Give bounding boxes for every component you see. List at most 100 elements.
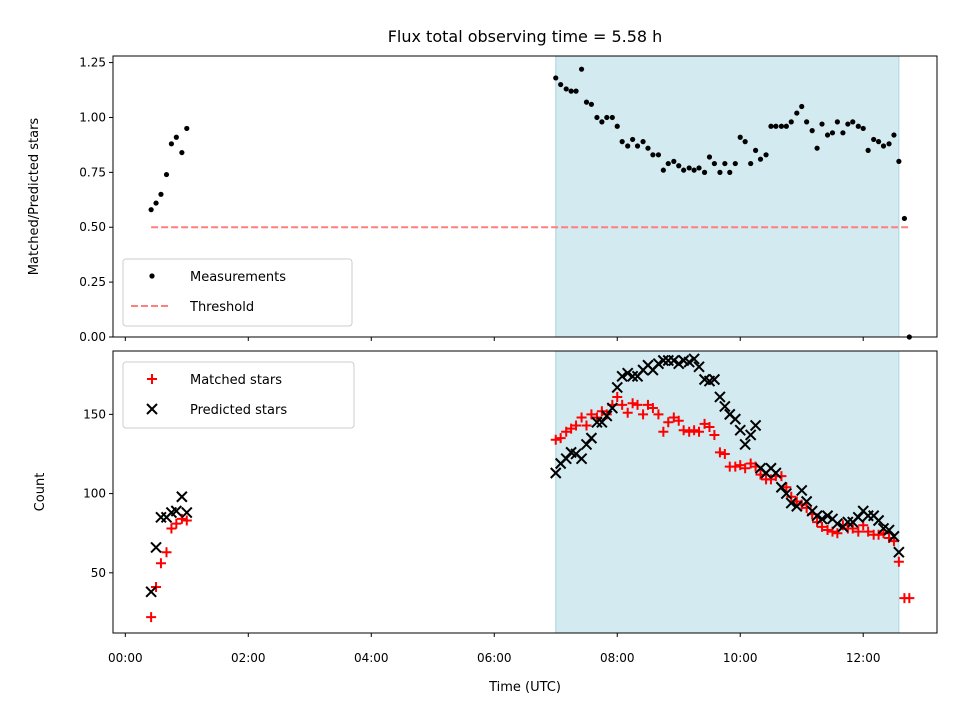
data-point: [701, 169, 708, 175]
data-point: [770, 467, 782, 479]
data-point: [599, 119, 605, 125]
axes-frame: [112, 350, 938, 634]
data-point: [173, 134, 179, 140]
legend-label: Measurements: [190, 270, 286, 285]
data-point: [626, 370, 639, 383]
data-point: [817, 521, 828, 532]
data-point: [811, 510, 823, 522]
data-point: [575, 453, 588, 465]
data-point: [834, 119, 840, 125]
data-point: [853, 526, 864, 537]
observing-span: [555, 350, 900, 634]
data-point: [150, 541, 162, 554]
data-point: [711, 160, 717, 167]
data-point: [581, 420, 592, 431]
data-point: [158, 191, 164, 197]
data-point: [785, 497, 797, 509]
data-point: [625, 143, 631, 149]
data-point: [708, 373, 721, 386]
data-point: [822, 525, 833, 536]
data-point: [583, 99, 590, 105]
data-point: [665, 160, 671, 167]
data-point: [691, 167, 697, 173]
data-point: [768, 123, 774, 129]
data-point: [578, 66, 585, 72]
data-point: [632, 399, 643, 410]
data-point: [558, 81, 564, 88]
data-point: [563, 86, 569, 92]
data-point: [855, 123, 861, 129]
data-point: [812, 517, 823, 528]
data-point: [171, 518, 182, 529]
data-point: [709, 429, 720, 440]
data-point: [875, 139, 882, 145]
data-point: [757, 156, 764, 162]
data-point: [799, 103, 805, 110]
data-point: [576, 412, 587, 423]
chart-title: Flux total observing time = 5.58 h: [388, 27, 663, 46]
y-tick-label: 150: [83, 407, 106, 421]
legend-box: [122, 361, 355, 429]
data-point: [821, 510, 834, 522]
data-point: [842, 516, 854, 528]
data-point: [752, 147, 759, 153]
data-point: [627, 398, 638, 409]
data-point: [840, 130, 846, 136]
x-tick-label: 12:00: [846, 651, 881, 665]
data-point: [773, 123, 779, 129]
data-point: [671, 158, 677, 164]
data-point: [179, 149, 185, 156]
data-point: [181, 506, 193, 519]
y-tick-label: 1.25: [79, 56, 106, 70]
data-point: [800, 495, 813, 508]
data-point: [166, 523, 177, 534]
data-point: [788, 119, 794, 125]
data-point: [886, 141, 892, 147]
data-point: [663, 417, 674, 428]
data-point: [650, 152, 656, 158]
data-point: [814, 145, 820, 151]
data-point: [634, 143, 641, 149]
data-point: [550, 434, 561, 445]
data-point: [714, 391, 726, 403]
y-tick-label: 0.25: [79, 275, 106, 289]
data-point: [630, 136, 636, 143]
data-point: [734, 424, 746, 436]
x-tick-label: 04:00: [354, 651, 389, 665]
series-measurements: [148, 66, 912, 340]
data-point: [585, 432, 598, 444]
y-axis-label: Count: [33, 473, 48, 512]
data-point: [775, 481, 788, 493]
data-point: [616, 370, 628, 383]
data-point: [688, 353, 700, 365]
observing-span: [555, 55, 900, 338]
data-point: [809, 128, 815, 134]
x-tick-label: 08:00: [600, 651, 635, 665]
legend-swatch: [149, 273, 155, 279]
data-point: [717, 169, 723, 175]
data-point: [714, 447, 725, 458]
data-point: [638, 409, 649, 420]
data-point: [647, 403, 658, 414]
data-point: [673, 357, 685, 370]
data-point: [657, 354, 670, 367]
data-point: [606, 402, 619, 414]
data-point: [778, 123, 785, 129]
data-point: [693, 361, 705, 373]
x-tick-label: 00:00: [108, 651, 143, 665]
legend-label: Threshold: [189, 300, 254, 315]
data-point: [591, 416, 603, 428]
axes-frame: [112, 55, 938, 338]
data-point: [614, 123, 620, 129]
y-tick-label: 50: [91, 566, 106, 580]
y-axis-label: Matched/Predicted stars: [27, 118, 42, 276]
data-point: [727, 169, 733, 175]
data-point: [737, 134, 743, 140]
data-point: [163, 171, 170, 178]
legend-swatch: [147, 374, 157, 384]
legend-box: [122, 258, 353, 327]
data-point: [611, 381, 623, 394]
data-point: [850, 119, 856, 125]
data-point: [893, 556, 904, 567]
data-point: [653, 409, 664, 420]
